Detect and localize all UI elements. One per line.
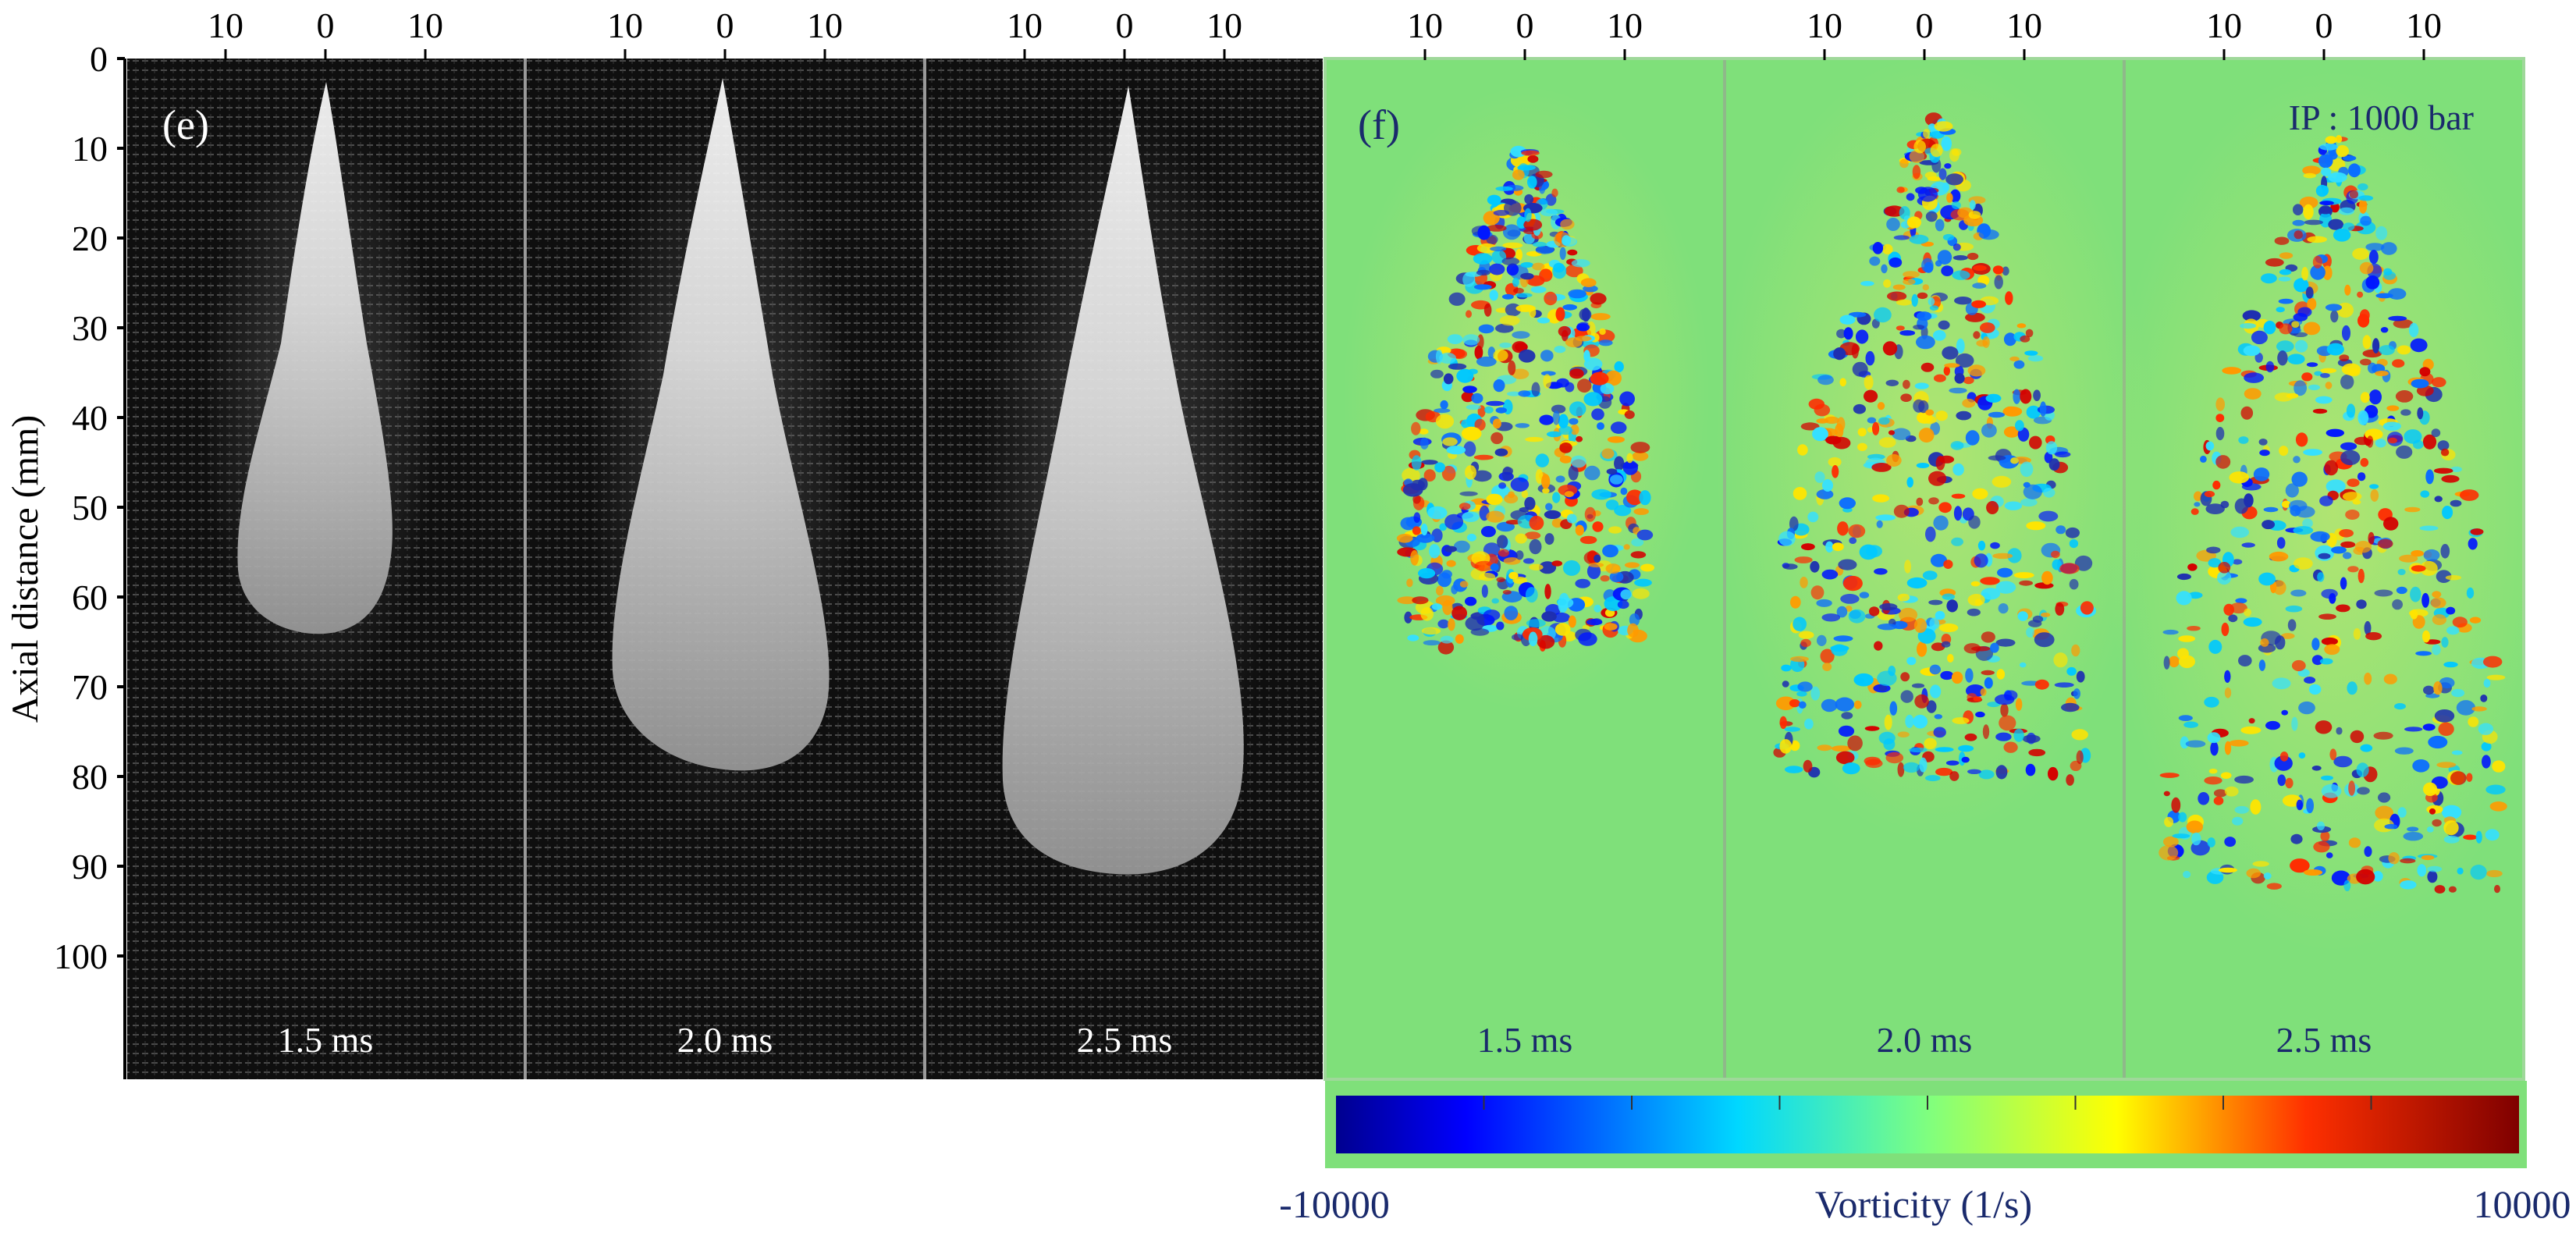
- y-tick-label: 90: [72, 847, 108, 887]
- vorticity-plume-2: [1715, 59, 2152, 843]
- time-label-left-2: 2.0 ms: [677, 1020, 773, 1060]
- top-tick-label: 10: [2206, 5, 2242, 45]
- colorbar: -10000 Vorticity (1/s) 10000: [1279, 1081, 2571, 1226]
- top-axis: 10 0 10 10 0 10 10 0 10 10 0 10 10 0 10 10 0 10: [208, 5, 2442, 60]
- top-tick-label: 0: [1116, 5, 1134, 45]
- colorbar-max-label: 10000: [2474, 1182, 2571, 1226]
- vorticity-plumes: [1343, 59, 2524, 952]
- spray-plume-1: [237, 82, 393, 634]
- top-tick-label: 10: [1007, 5, 1043, 45]
- panel-label-e: (e): [162, 101, 209, 148]
- top-tick-label: 10: [2406, 5, 2442, 45]
- y-tick-label: 20: [72, 219, 108, 258]
- spray-plume-3: [1002, 86, 1244, 875]
- spray-plume-2: [612, 78, 830, 771]
- top-tick-label: 10: [1407, 5, 1443, 45]
- y-tick-label: 80: [72, 757, 108, 797]
- spray-images: [203, 78, 1272, 913]
- y-tick-label: 30: [72, 308, 108, 348]
- y-tick-label: 100: [54, 936, 108, 976]
- y-tick-label: 40: [72, 398, 108, 438]
- top-tick-label: 10: [1607, 5, 1643, 45]
- top-tick-label: 10: [1807, 5, 1842, 45]
- vorticity-plume-1: [1343, 86, 1710, 710]
- y-tick-label: 50: [72, 488, 108, 528]
- time-label-right-2: 2.0 ms: [1877, 1020, 1973, 1060]
- top-tick-label: 10: [607, 5, 643, 45]
- top-tick-label: 0: [1516, 5, 1534, 45]
- colorbar-title: Vorticity (1/s): [1815, 1182, 2032, 1226]
- pressure-label: IP : 1000 bar: [2289, 98, 2474, 137]
- y-tick-label: 0: [90, 39, 108, 79]
- top-tick-label: 0: [2315, 5, 2333, 45]
- y-axis: 0 10 20 30 40 50 60 70 80 90 100 Axial distance (m…: [5, 39, 126, 1079]
- y-tick-label: 70: [72, 667, 108, 707]
- y-axis-label: Axial distance (mm): [5, 415, 46, 723]
- top-tick-label: 10: [208, 5, 243, 45]
- time-label-right-3: 2.5 ms: [2276, 1020, 2372, 1060]
- time-label-left-3: 2.5 ms: [1077, 1020, 1173, 1060]
- top-tick-label: 10: [1206, 5, 1242, 45]
- time-label-left-1: 1.5 ms: [278, 1020, 374, 1060]
- time-label-right-1: 1.5 ms: [1477, 1020, 1573, 1060]
- top-tick-label: 10: [807, 5, 843, 45]
- y-tick-label: 60: [72, 577, 108, 617]
- top-tick-label: 0: [317, 5, 335, 45]
- top-tick-label: 0: [716, 5, 734, 45]
- panel-label-f: (f): [1358, 101, 1400, 148]
- vorticity-plume-3: [2103, 70, 2524, 952]
- top-tick-label: 10: [407, 5, 443, 45]
- top-tick-label: 10: [2006, 5, 2042, 45]
- top-tick-label: 0: [1916, 5, 1934, 45]
- y-tick-label: 10: [72, 129, 108, 169]
- colorbar-min-label: -10000: [1279, 1182, 1390, 1226]
